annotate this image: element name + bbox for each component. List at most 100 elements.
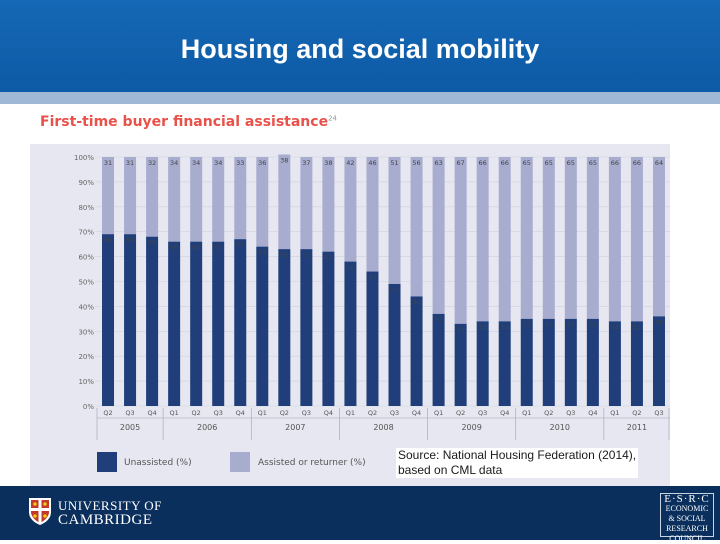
x-tick-label: Q4 bbox=[412, 409, 421, 417]
data-label-unassisted: 34 bbox=[633, 323, 641, 331]
data-label-assisted: 31 bbox=[104, 159, 112, 167]
data-label-assisted: 65 bbox=[545, 159, 553, 167]
cambridge-shield-icon bbox=[29, 498, 51, 525]
bar-assisted bbox=[630, 157, 643, 322]
bar-unassisted bbox=[520, 318, 533, 406]
slide-title: Housing and social mobility bbox=[180, 34, 540, 64]
data-label-assisted: 63 bbox=[434, 159, 442, 167]
bar-unassisted bbox=[586, 318, 599, 406]
year-label: 2009 bbox=[461, 423, 481, 432]
bar-assisted bbox=[278, 154, 291, 250]
data-label-unassisted: 35 bbox=[545, 321, 553, 329]
bar-assisted bbox=[366, 157, 379, 272]
bar-unassisted bbox=[124, 234, 137, 406]
x-tick-label: Q4 bbox=[147, 409, 156, 417]
year-label: 2007 bbox=[285, 423, 305, 432]
x-tick-label: Q4 bbox=[324, 409, 333, 417]
y-tick-label: 50% bbox=[78, 279, 94, 287]
x-tick-label: Q2 bbox=[103, 409, 112, 417]
bar-assisted bbox=[476, 157, 489, 322]
bar-assisted bbox=[652, 157, 665, 317]
year-label: 2005 bbox=[120, 423, 140, 432]
x-tick-label: Q4 bbox=[236, 409, 245, 417]
x-tick-label: Q3 bbox=[390, 409, 399, 417]
data-label-assisted: 34 bbox=[192, 159, 200, 167]
bar-assisted bbox=[168, 157, 181, 242]
data-label-unassisted: 49 bbox=[390, 286, 398, 294]
data-label-assisted: 34 bbox=[214, 159, 222, 167]
x-tick-label: Q1 bbox=[522, 409, 531, 417]
bar-unassisted bbox=[564, 318, 577, 406]
bar-unassisted bbox=[168, 241, 181, 406]
y-tick-label: 70% bbox=[78, 229, 94, 237]
data-label-assisted: 38 bbox=[324, 159, 332, 167]
data-label-assisted: 34 bbox=[170, 159, 178, 167]
bar-assisted bbox=[212, 157, 225, 242]
bar-assisted bbox=[322, 157, 335, 252]
chart-figure: First-time buyer financial assistance24 … bbox=[30, 104, 670, 486]
y-tick-label: 0% bbox=[83, 403, 94, 411]
data-label-unassisted: 62 bbox=[324, 254, 332, 262]
data-label-assisted: 51 bbox=[390, 159, 398, 167]
data-label-unassisted: 69 bbox=[104, 236, 112, 244]
bar-unassisted bbox=[146, 236, 159, 406]
data-label-assisted: 46 bbox=[368, 159, 376, 167]
data-label-assisted: 64 bbox=[655, 159, 663, 167]
x-tick-label: Q1 bbox=[610, 409, 619, 417]
bar-assisted bbox=[344, 157, 357, 262]
header-accent-bar bbox=[0, 92, 720, 104]
chart-title-footnote: 24 bbox=[328, 114, 337, 123]
university-logo-text: UNIVERSITY OF CAMBRIDGE bbox=[58, 499, 162, 528]
y-tick-label: 20% bbox=[78, 353, 94, 361]
x-tick-label: Q3 bbox=[125, 409, 134, 417]
slide-footer: UNIVERSITY OF CAMBRIDGE E·S·R·C ECONOMIC… bbox=[0, 486, 720, 543]
bar-assisted bbox=[608, 157, 621, 322]
data-label-unassisted: 35 bbox=[567, 321, 575, 329]
y-tick-label: 90% bbox=[78, 179, 94, 187]
year-label: 2011 bbox=[627, 423, 647, 432]
x-tick-label: Q3 bbox=[478, 409, 487, 417]
data-label-unassisted: 37 bbox=[434, 316, 442, 324]
bar-assisted bbox=[586, 157, 599, 319]
bar-unassisted bbox=[234, 239, 247, 406]
bar-unassisted bbox=[608, 321, 621, 406]
data-label-assisted: 65 bbox=[567, 159, 575, 167]
data-label-assisted: 66 bbox=[501, 159, 509, 167]
x-tick-label: Q2 bbox=[280, 409, 289, 417]
data-label-assisted: 56 bbox=[412, 159, 420, 167]
esrc-logo: E·S·R·C ECONOMIC & SOCIAL RESEARCH COUNC… bbox=[660, 493, 714, 543]
bar-assisted bbox=[256, 157, 269, 247]
data-label-assisted: 65 bbox=[589, 159, 597, 167]
stacked-bar-chart: 100% 90% 80% 70% 60% 50% 40% 30% 20% 10% 0% 31 69 31 6… bbox=[74, 154, 670, 472]
data-label-assisted: 37 bbox=[302, 159, 310, 167]
y-tick-label: 40% bbox=[78, 303, 94, 311]
bar-assisted bbox=[542, 157, 555, 319]
y-tick-label: 60% bbox=[78, 254, 94, 262]
data-label-unassisted: 58 bbox=[346, 264, 354, 272]
data-label-assisted: 33 bbox=[236, 159, 244, 167]
bar-unassisted bbox=[278, 249, 291, 406]
bar-assisted bbox=[124, 157, 137, 235]
data-label-unassisted: 35 bbox=[523, 321, 531, 329]
source-line-1: Source: National Housing Federation (201… bbox=[398, 448, 637, 462]
source-line-2: based on CML data bbox=[398, 463, 503, 477]
data-label-assisted: 66 bbox=[611, 159, 619, 167]
data-label-unassisted: 67 bbox=[236, 241, 244, 249]
data-label-assisted: 42 bbox=[346, 159, 354, 167]
bar-unassisted bbox=[344, 261, 357, 406]
chart-title-text: First-time buyer financial assistance bbox=[40, 114, 329, 130]
x-tick-label: Q3 bbox=[566, 409, 575, 417]
x-tick-label: Q2 bbox=[456, 409, 465, 417]
data-label-unassisted: 34 bbox=[501, 323, 509, 331]
data-label-unassisted: 66 bbox=[192, 244, 200, 252]
esrc-line-5: COUNCIL bbox=[669, 534, 705, 543]
data-label-unassisted: 33 bbox=[456, 326, 464, 334]
data-label-unassisted: 34 bbox=[611, 323, 619, 331]
chart-title: First-time buyer financial assistance24 bbox=[40, 114, 337, 130]
year-label: 2008 bbox=[373, 423, 393, 432]
bar-unassisted bbox=[542, 318, 555, 406]
bar-unassisted bbox=[322, 251, 335, 406]
x-tick-label: Q2 bbox=[544, 409, 553, 417]
data-label-assisted: 65 bbox=[523, 159, 531, 167]
x-tick-label: Q1 bbox=[346, 409, 355, 417]
